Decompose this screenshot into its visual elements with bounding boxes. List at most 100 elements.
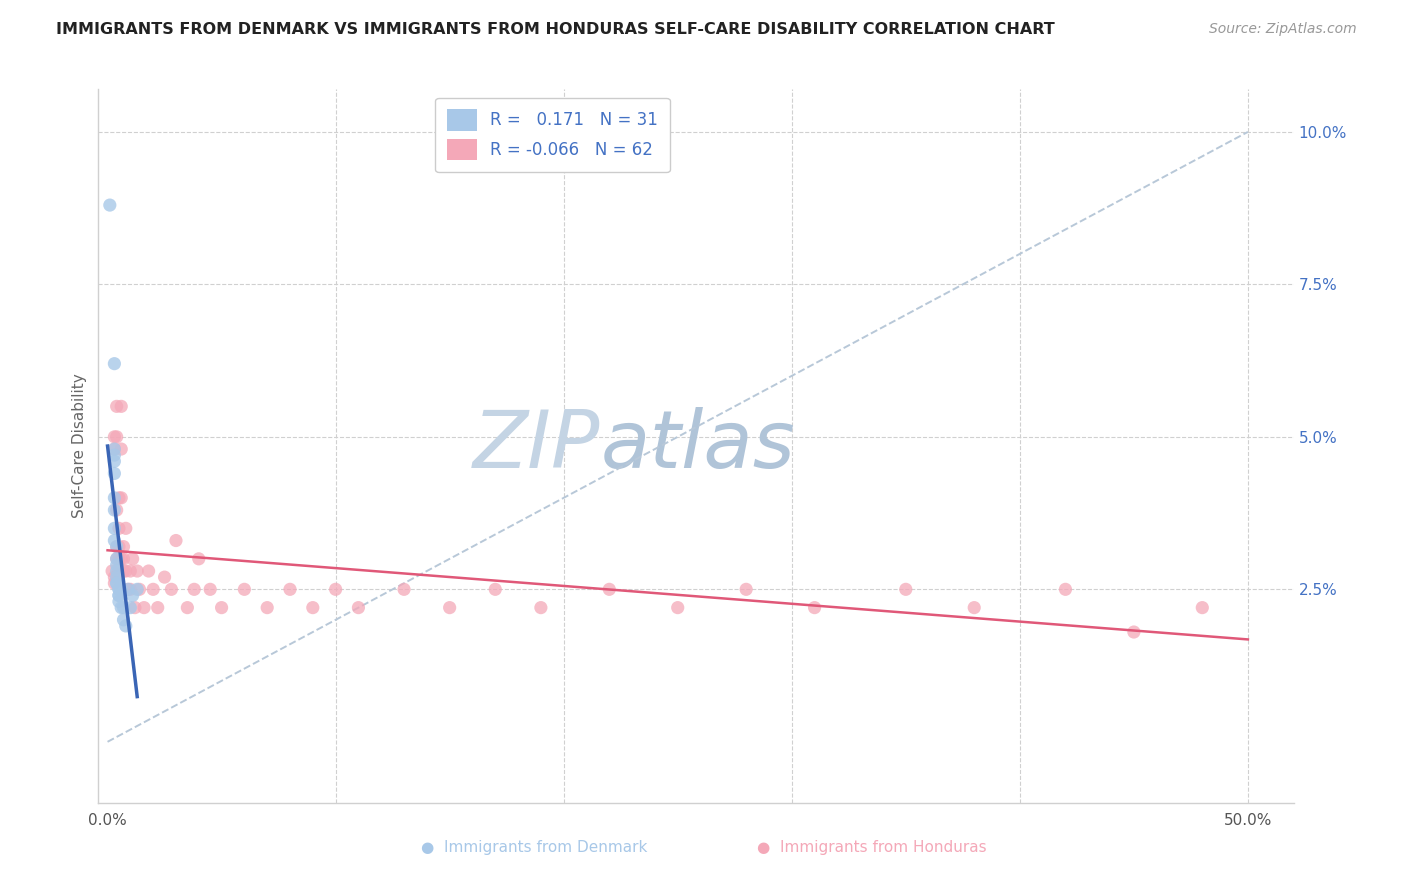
Point	[256, 600, 278, 615]
Point	[439, 600, 461, 615]
Text: atlas: atlas	[600, 407, 796, 485]
Point	[108, 582, 131, 597]
Point	[103, 503, 125, 517]
Point	[301, 600, 323, 615]
Point	[112, 551, 135, 566]
Point	[105, 551, 128, 566]
Point	[120, 564, 142, 578]
Point	[110, 491, 132, 505]
Point	[117, 582, 139, 597]
Point	[105, 540, 128, 554]
Point	[530, 600, 553, 615]
Point	[108, 582, 131, 597]
Point	[105, 503, 128, 517]
Point	[120, 582, 142, 597]
Point	[103, 454, 125, 468]
Point	[112, 613, 135, 627]
Point	[198, 582, 221, 597]
Point	[894, 582, 917, 597]
Point	[963, 600, 986, 615]
Point	[110, 400, 132, 414]
Point	[103, 448, 125, 462]
Point	[103, 430, 125, 444]
Point	[114, 564, 136, 578]
Point	[108, 540, 131, 554]
Point	[278, 582, 301, 597]
Point	[108, 491, 131, 505]
Point	[165, 533, 187, 548]
Point	[108, 589, 131, 603]
Point	[103, 491, 125, 505]
Point	[187, 551, 209, 566]
Point	[105, 576, 128, 591]
Text: Source: ZipAtlas.com: Source: ZipAtlas.com	[1209, 22, 1357, 37]
Point	[103, 442, 125, 456]
Point	[103, 570, 125, 584]
Point	[153, 570, 176, 584]
Point	[598, 582, 620, 597]
Point	[110, 600, 132, 615]
Point	[183, 582, 205, 597]
Point	[233, 582, 256, 597]
Point	[103, 521, 125, 535]
Point	[103, 576, 125, 591]
Point	[105, 558, 128, 572]
Point	[110, 442, 132, 456]
Point	[735, 582, 758, 597]
Point	[392, 582, 415, 597]
Point	[110, 551, 132, 566]
Point	[105, 564, 128, 578]
Point	[105, 430, 128, 444]
Point	[176, 600, 198, 615]
Point	[347, 600, 370, 615]
Point	[103, 533, 125, 548]
Point	[103, 357, 125, 371]
Point	[121, 589, 143, 603]
Point	[105, 551, 128, 566]
Point	[110, 582, 132, 597]
Point	[211, 600, 233, 615]
Point	[105, 540, 128, 554]
Point	[127, 564, 149, 578]
Point	[103, 442, 125, 456]
Point	[803, 600, 825, 615]
Point	[484, 582, 506, 597]
Point	[1122, 625, 1144, 640]
Point	[121, 551, 143, 566]
Point	[1054, 582, 1077, 597]
Point	[114, 619, 136, 633]
Point	[127, 582, 149, 597]
Y-axis label: Self-Care Disability: Self-Care Disability	[72, 374, 87, 518]
Point	[103, 467, 125, 481]
Point	[146, 600, 169, 615]
Point	[112, 600, 135, 615]
Point	[128, 582, 150, 597]
Point	[114, 521, 136, 535]
Text: IMMIGRANTS FROM DENMARK VS IMMIGRANTS FROM HONDURAS SELF-CARE DISABILITY CORRELA: IMMIGRANTS FROM DENMARK VS IMMIGRANTS FR…	[56, 22, 1054, 37]
Point	[105, 576, 128, 591]
Point	[120, 600, 142, 615]
Text: ●  Immigrants from Honduras: ● Immigrants from Honduras	[756, 839, 987, 855]
Point	[108, 521, 131, 535]
Point	[138, 564, 160, 578]
Point	[101, 564, 124, 578]
Point	[160, 582, 183, 597]
Point	[98, 198, 121, 212]
Point	[666, 600, 689, 615]
Point	[108, 589, 131, 603]
Point	[108, 551, 131, 566]
Point	[325, 582, 347, 597]
Point	[108, 594, 131, 608]
Point	[1191, 600, 1213, 615]
Point	[117, 582, 139, 597]
Point	[105, 400, 128, 414]
Point	[108, 564, 131, 578]
Legend: R =   0.171   N = 31, R = -0.066   N = 62: R = 0.171 N = 31, R = -0.066 N = 62	[436, 97, 669, 172]
Point	[142, 582, 165, 597]
Point	[112, 540, 135, 554]
Text: ●  Immigrants from Denmark: ● Immigrants from Denmark	[420, 839, 648, 855]
Point	[112, 564, 135, 578]
Point	[105, 570, 128, 584]
Point	[132, 600, 155, 615]
Text: ZIP: ZIP	[472, 407, 600, 485]
